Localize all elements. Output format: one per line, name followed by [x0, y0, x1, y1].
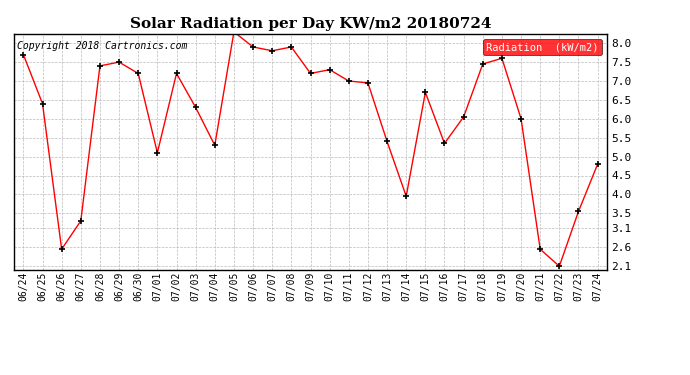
Title: Solar Radiation per Day KW/m2 20180724: Solar Radiation per Day KW/m2 20180724 — [130, 17, 491, 31]
Text: Copyright 2018 Cartronics.com: Copyright 2018 Cartronics.com — [17, 41, 187, 51]
Legend: Radiation  (kW/m2): Radiation (kW/m2) — [483, 39, 602, 55]
